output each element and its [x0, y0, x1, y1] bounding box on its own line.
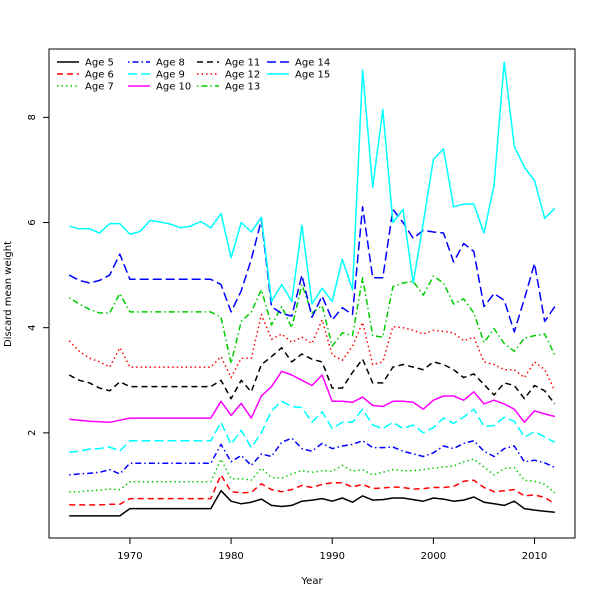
x-tick-label: 2010	[522, 551, 547, 562]
y-axis-label: Discard mean weight	[3, 241, 14, 347]
series-line-age-7	[69, 458, 556, 494]
x-tick-label: 1970	[117, 551, 142, 562]
series-line-age-6	[69, 474, 556, 506]
legend-label: Age 12	[225, 70, 260, 81]
legend-label: Age 14	[295, 58, 330, 69]
legend-label: Age 13	[225, 82, 260, 93]
legend-label: Age 15	[295, 70, 330, 81]
legend-label: Age 10	[156, 82, 191, 93]
legend-item: Age 8	[128, 58, 185, 69]
axes: 1970 1980 1990 2000 2010 2 4 6 8	[27, 114, 547, 562]
series-line-age-13	[68, 275, 556, 365]
legend-item: Age 14	[267, 58, 330, 69]
x-tick-label: 2000	[421, 551, 446, 562]
series-line-age-8	[69, 437, 556, 476]
series-line-age-14	[68, 205, 556, 333]
legend-label: Age 8	[156, 58, 185, 69]
y-tick-label: 8	[27, 114, 38, 120]
series-line-age-15	[69, 61, 556, 305]
legend-item: Age 13	[197, 82, 260, 93]
legend-item: Age 9	[128, 70, 185, 81]
legend-item: Age 6	[57, 70, 114, 81]
legend-item: Age 15	[267, 70, 330, 81]
legend-label: Age 11	[225, 58, 260, 69]
series-line-age-10	[69, 370, 555, 424]
legend-item: Age 12	[197, 70, 260, 81]
legend-label: Age 5	[85, 58, 114, 69]
legend-label: Age 6	[85, 70, 114, 81]
series-line-age-5	[69, 489, 555, 517]
y-tick-label: 2	[27, 430, 38, 436]
y-tick-label: 6	[27, 219, 38, 225]
x-axis-label: Year	[300, 576, 323, 587]
legend-item: Age 10	[128, 82, 191, 93]
legend-label: Age 9	[156, 70, 185, 81]
y-tick-label: 4	[27, 324, 38, 330]
series-line-age-12	[68, 313, 556, 392]
series-line-age-9	[69, 400, 556, 454]
plot-frame	[48, 48, 576, 539]
x-tick-label: 1980	[218, 551, 243, 562]
legend-label: Age 7	[85, 82, 114, 93]
legend-item: Age 5	[57, 58, 114, 69]
series-line-age-11	[68, 346, 556, 405]
legend-item: Age 7	[57, 82, 114, 93]
legend-item: Age 11	[197, 58, 260, 69]
series-lines	[68, 61, 556, 517]
x-tick-label: 1990	[320, 551, 345, 562]
